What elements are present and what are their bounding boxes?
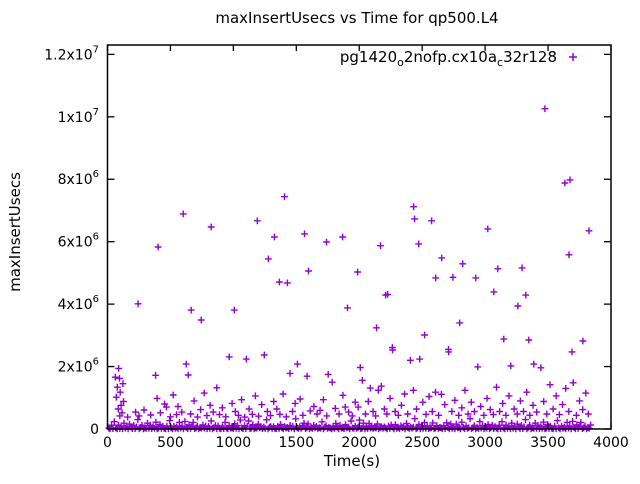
x-tick-label: 2500	[404, 435, 440, 451]
y-tick-label: 4x106	[58, 294, 99, 313]
x-tick-label: 500	[157, 435, 184, 451]
x-tick-label: 3500	[530, 435, 566, 451]
y-tick-label: 1x107	[58, 107, 99, 126]
x-tick-label: 3000	[467, 435, 503, 451]
y-tick-label: 8x106	[58, 169, 99, 188]
x-tick-label: 1000	[216, 435, 252, 451]
legend: pg1420o2nofp.cx10ac32r128	[340, 48, 577, 69]
x-tick-label: 0	[103, 435, 112, 451]
x-tick-label: 4000	[593, 435, 629, 451]
y-axis-label: maxInsertUsecs	[6, 172, 24, 292]
legend-label: pg1420o2nofp.cx10ac32r128	[340, 48, 557, 69]
x-tick-label: 1500	[278, 435, 314, 451]
legend-marker-plus-icon	[569, 53, 577, 61]
y-tick-label: 0	[90, 422, 99, 438]
y-tick-label: 2x106	[58, 357, 99, 376]
x-tick-label: 2000	[341, 435, 377, 451]
y-tick-label: 6x106	[58, 232, 99, 251]
chart-title: maxInsertUsecs vs Time for qp500.L4	[215, 9, 498, 27]
y-tick-label: 1.2x107	[44, 44, 99, 63]
x-axis-label: Time(s)	[323, 452, 380, 470]
axes-and-ticks: 0 500 1000 1500 2000 2500 3000 3500 4000 0 2x106 4x…	[44, 44, 629, 451]
